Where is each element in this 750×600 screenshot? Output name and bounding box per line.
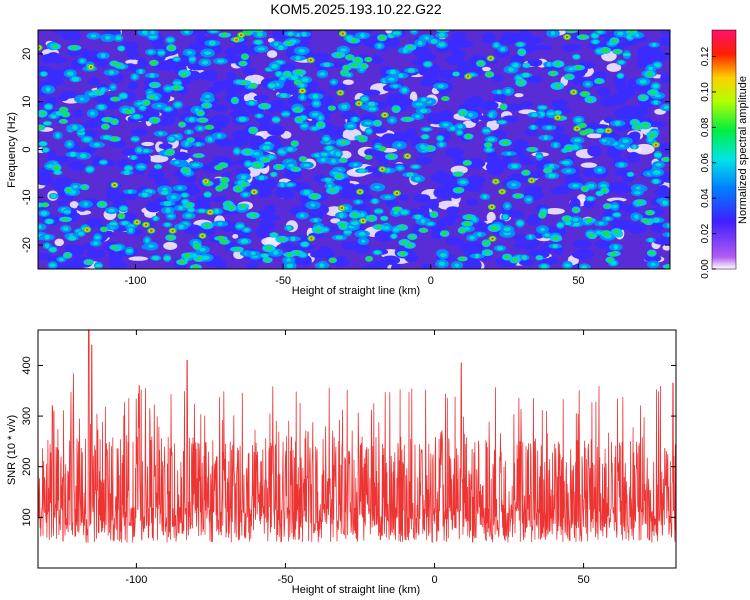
heatmap-y-tick-label: -20 [21,237,33,253]
heatmap-y-tick-label: 20 [21,48,33,60]
snr-x-tick-label: -100 [125,574,147,586]
heatmap-y-tick-label: -10 [21,189,33,205]
snr-panel: -100 -50 0 50 100 200 300 400 Height of straig… [6,329,677,596]
colorbar-tick-label: 0.02 [700,223,711,243]
page-title: KOM5.2025.193.10.22.G22 [270,1,441,17]
heatmap-x-tick-label: 50 [572,275,584,287]
heatmap-y-ticks: -20 -10 0 10 20 [21,48,670,253]
snr-x-tick-label: 0 [431,574,437,586]
heatmap-x-tick-label: -50 [275,275,291,287]
snr-y-tick-label: 200 [21,458,33,476]
colorbar-tick-label: 0.04 [700,188,711,208]
heatmap-y-tick-label: 0 [21,146,33,152]
snr-y-tick-label: 300 [21,407,33,425]
snr-frame [37,329,677,569]
colorbar-tick-label: 0.12 [700,46,711,66]
colorbar-gradient [711,29,737,270]
heatmap-y-tick-label: 10 [21,96,33,108]
snr-y-tick-label: 100 [21,508,33,526]
heatmap-y-axis-label: Frequency (Hz) [6,112,18,188]
heatmap-x-tick-label: 0 [428,275,434,287]
heatmap-cells [38,30,670,269]
colorbar-ticks: 0.00 0.02 0.04 0.06 0.08 0.10 0.12 [700,46,716,279]
snr-y-axis-label: SNR (10 * v/v) [6,415,18,485]
snr-series-line [38,330,676,543]
snr-x-axis-label: Height of straight line (km) [292,584,420,596]
colorbar-tick-label: 0.10 [700,82,711,102]
heatmap-x-axis-label: Height of straight line (km) [292,285,420,297]
snr-y-ticks: 100 200 300 400 [21,356,676,527]
colorbar-tick-label: 0.00 [700,259,711,279]
heatmap-x-tick-label: -100 [124,275,146,287]
snr-x-tick-label: 50 [577,574,589,586]
colorbar-tick-label: 0.06 [700,153,711,173]
snr-x-tick-label: -50 [277,574,293,586]
colorbar: 0.00 0.02 0.04 0.06 0.08 0.10 0.12 Normalized … [700,29,749,279]
snr-x-ticks: -100 -50 0 50 [125,330,590,586]
colorbar-label: Normalized spectral amplitude [737,76,749,224]
colorbar-tick-label: 0.08 [700,117,711,137]
heatmap-x-ticks: -100 -50 0 50 [124,30,585,287]
snr-y-tick-label: 400 [21,356,33,374]
